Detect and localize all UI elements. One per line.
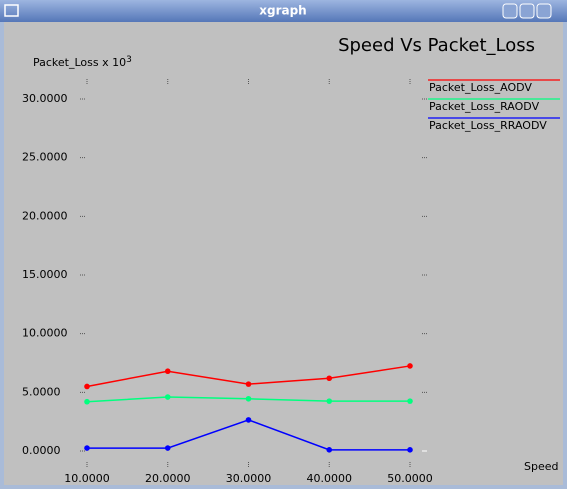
close-button[interactable] <box>536 3 552 19</box>
data-point <box>326 398 333 404</box>
data-point <box>245 417 252 423</box>
y-axis-label: Packet_Loss x 103 <box>33 55 132 70</box>
data-point <box>326 447 333 453</box>
data-point <box>84 398 90 405</box>
y-axis-label-exponent: 3 <box>126 55 132 65</box>
legend-label: Packet_Loss_RAODV <box>429 100 540 113</box>
y-tick-label: 15.0000 <box>22 268 68 281</box>
chart-title: Speed Vs Packet_Loss <box>338 35 535 56</box>
title-bar <box>0 0 567 22</box>
y-tick-label: 0.0000 <box>22 444 61 457</box>
data-point <box>407 447 413 453</box>
window-title: xgraph <box>259 4 306 18</box>
y-tick-label: 10.0000 <box>22 327 68 340</box>
y-tick-label: 25.0000 <box>22 151 68 164</box>
x-tick-label: 10.0000 <box>64 472 110 485</box>
data-point <box>407 363 413 369</box>
x-tick-label: 20.0000 <box>145 472 191 485</box>
y-tick-label: 20.0000 <box>22 209 68 222</box>
y-tick-label: 30.0000 <box>22 92 68 105</box>
x-tick-label: 30.0000 <box>226 472 272 485</box>
legend-label: Packet_Loss_AODV <box>429 81 532 94</box>
data-point <box>164 368 171 375</box>
y-tick-label: 5.0000 <box>22 385 61 398</box>
y-axis-label-text: Packet_Loss x 10 <box>33 56 126 69</box>
minimize-button[interactable] <box>502 3 518 19</box>
window-menu[interactable] <box>4 4 19 17</box>
data-point <box>407 398 413 404</box>
data-point <box>84 445 90 451</box>
x-tick-label: 40.0000 <box>307 472 353 485</box>
data-point <box>164 445 171 451</box>
maximize-button[interactable] <box>519 3 535 19</box>
data-point <box>245 395 252 402</box>
x-tick-label: 50.0000 <box>387 472 433 485</box>
data-point <box>164 394 171 400</box>
legend-label: Packet_Loss_RRAODV <box>429 119 547 132</box>
data-point <box>245 381 252 387</box>
data-point <box>84 383 90 390</box>
x-axis-label: Speed <box>524 460 558 473</box>
data-point <box>326 375 333 382</box>
